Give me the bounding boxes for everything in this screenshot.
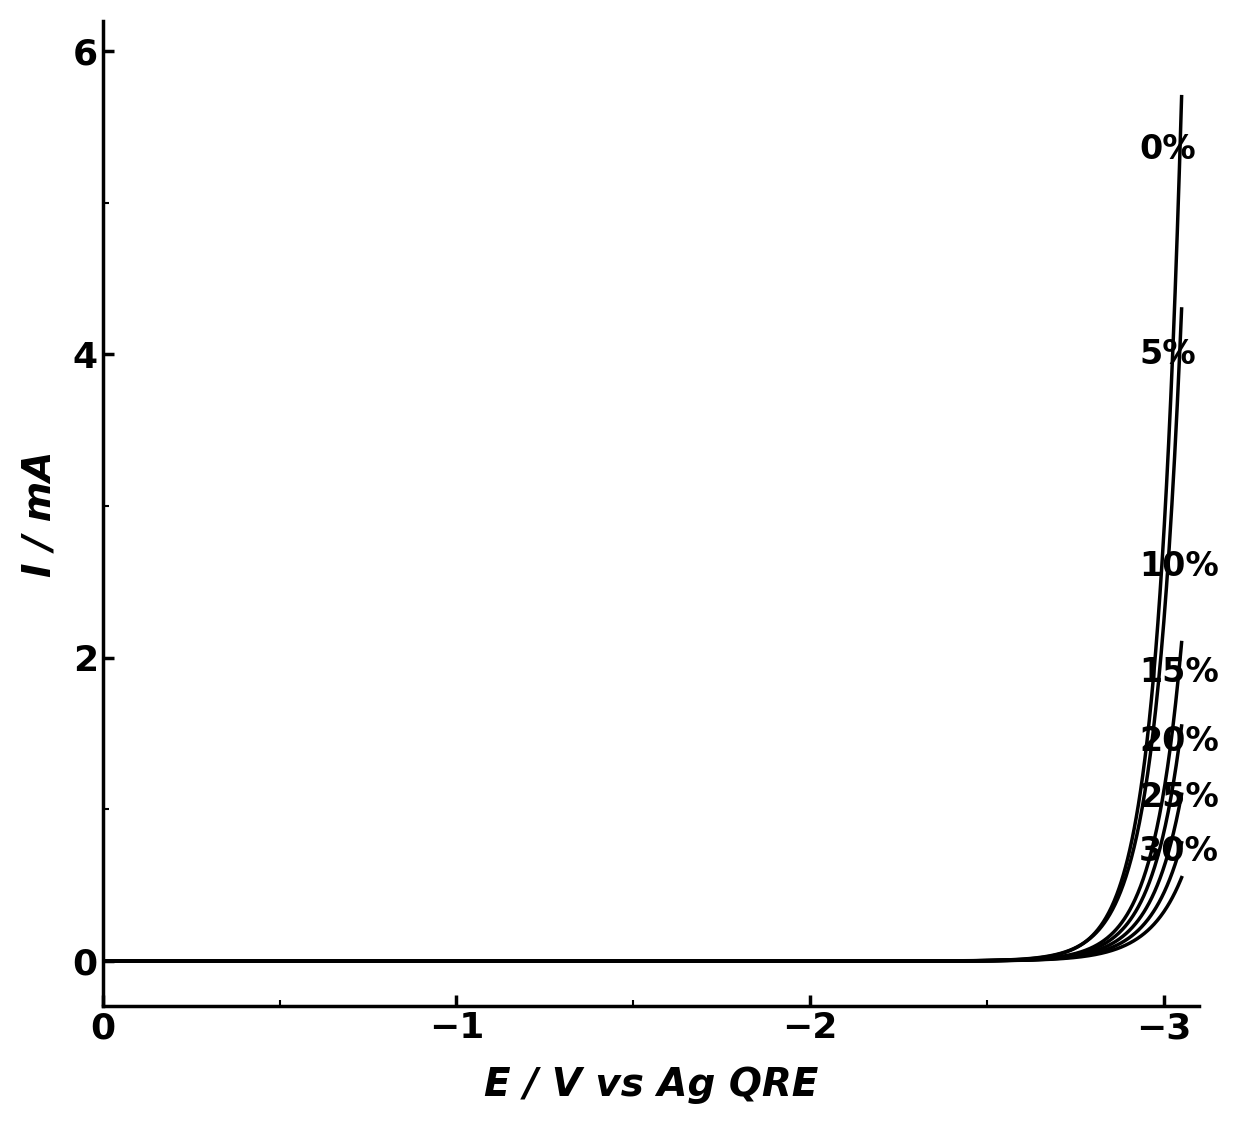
Text: 10%: 10% bbox=[1140, 550, 1218, 583]
Text: 5%: 5% bbox=[1140, 338, 1196, 371]
Text: 15%: 15% bbox=[1140, 656, 1218, 690]
Text: 0%: 0% bbox=[1140, 133, 1196, 166]
X-axis label: E / V vs Ag QRE: E / V vs Ag QRE bbox=[484, 1066, 818, 1104]
Y-axis label: I / mA: I / mA bbox=[21, 450, 59, 577]
Text: 25%: 25% bbox=[1140, 781, 1218, 813]
Text: 20%: 20% bbox=[1140, 724, 1218, 757]
Text: 30%: 30% bbox=[1140, 835, 1220, 868]
